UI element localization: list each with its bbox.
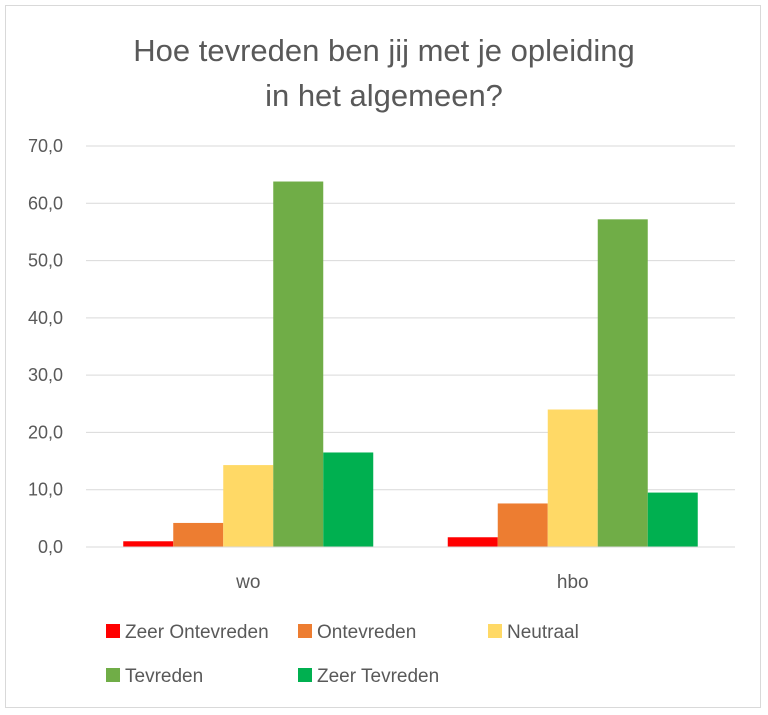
legend-label: Neutraal: [507, 622, 579, 643]
chart-title: Hoe tevreden ben jij met je opleiding in…: [0, 28, 768, 118]
legend-label: Ontevreden: [317, 622, 416, 643]
legend-swatch: [298, 668, 312, 682]
legend-label: Zeer Ontevreden: [125, 622, 269, 643]
y-tick-label: 60,0: [28, 193, 63, 213]
bar: [273, 181, 324, 547]
bar: [597, 219, 648, 547]
x-category-label: wo: [235, 572, 260, 593]
bar: [647, 492, 698, 547]
y-tick-label: 30,0: [28, 365, 63, 385]
chart-title-line-1: Hoe tevreden ben jij met je opleiding: [133, 33, 635, 68]
bar: [497, 503, 548, 547]
y-tick-label: 50,0: [28, 251, 63, 271]
legend-swatch: [106, 668, 120, 682]
x-category-label: hbo: [557, 572, 589, 593]
y-tick-label: 70,0: [28, 136, 63, 156]
bar: [323, 452, 374, 547]
bar: [447, 537, 498, 547]
y-tick-label: 40,0: [28, 308, 63, 328]
bar: [547, 409, 598, 547]
legend-swatch: [106, 624, 120, 638]
y-tick-label: 20,0: [28, 422, 63, 442]
y-tick-label: 10,0: [28, 480, 63, 500]
y-tick-label: 0,0: [38, 537, 63, 557]
legend-label: Tevreden: [125, 666, 203, 687]
bar: [173, 522, 224, 547]
chart-title-line-2: in het algemeen?: [265, 78, 503, 113]
bar: [123, 541, 174, 547]
legend-swatch: [488, 624, 502, 638]
legend-swatch: [298, 624, 312, 638]
legend-label: Zeer Tevreden: [317, 666, 439, 687]
bar: [223, 465, 274, 547]
